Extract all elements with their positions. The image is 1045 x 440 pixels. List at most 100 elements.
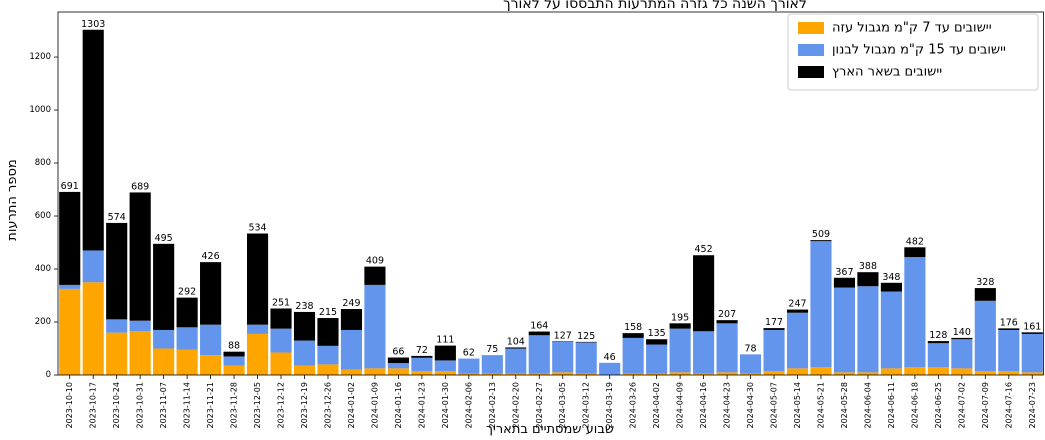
- bar-segment-3: [270, 308, 292, 329]
- bar-segment-2: [833, 287, 856, 373]
- bar-segment-2: [739, 354, 762, 374]
- bar-segment-3: [951, 337, 973, 340]
- x-tick-label: 2023-11-14: [183, 382, 192, 429]
- x-tick-label: 2023-12-05: [253, 382, 262, 429]
- y-tick-label: 600: [35, 211, 51, 221]
- bar-total-label: 72: [416, 345, 428, 356]
- bar-segment-3: [317, 318, 339, 346]
- bar-segment-2: [270, 328, 292, 353]
- bar-total-label: 125: [577, 331, 595, 342]
- bar-segment-1: [833, 372, 856, 375]
- bar-segment-1: [411, 371, 433, 375]
- y-tick-label: 1000: [29, 105, 51, 115]
- y-tick-label: 400: [35, 264, 51, 274]
- bar-segment-2: [387, 363, 409, 369]
- bar-total-label: 292: [178, 287, 196, 298]
- bar-total-label: 46: [604, 352, 616, 363]
- bar-segment-1: [106, 332, 128, 375]
- bar-segment-3: [716, 320, 738, 324]
- x-tick-label: 2023-10-24: [112, 382, 121, 429]
- bar-segment-1: [622, 373, 644, 375]
- bar-segment-1: [1021, 372, 1043, 375]
- bar-segment-1: [153, 348, 175, 375]
- x-tick-label: 2024-06-25: [934, 382, 943, 429]
- x-tick-label: 2024-01-23: [417, 382, 426, 429]
- bar-segment-3: [106, 222, 128, 320]
- x-axis-title: שבוע שמסתיים בתאריך: [486, 422, 614, 436]
- x-tick-label: 2024-01-30: [441, 382, 450, 429]
- bar-segment-2: [646, 344, 668, 374]
- legend-entry-2: יישובים עד 15 ק"מ מגבול לבנון: [832, 43, 1006, 58]
- bar-segment-1: [880, 368, 902, 375]
- bar-segment-1: [59, 288, 81, 375]
- bar-segment-3: [786, 309, 809, 313]
- bar-total-label: 409: [366, 256, 384, 267]
- bar-segment-1: [528, 373, 550, 375]
- x-tick-label: 2024-07-09: [981, 382, 990, 429]
- x-tick-label: 2024-05-28: [840, 382, 849, 429]
- bar-segment-2: [176, 327, 198, 350]
- x-tick-label: 2024-06-04: [863, 382, 872, 429]
- bar-total-label: 195: [671, 312, 689, 323]
- bar-total-label: 104: [507, 336, 525, 347]
- x-tick-label: 2024-01-02: [347, 382, 356, 429]
- bar-total-label: 128: [929, 330, 947, 341]
- bar-segment-1: [246, 333, 269, 375]
- x-tick-label: 2024-01-16: [394, 382, 403, 429]
- bar-total-label: 367: [835, 267, 853, 278]
- bar-total-label: 207: [718, 309, 736, 320]
- bar-segment-2: [59, 284, 81, 289]
- bar-segment-2: [857, 286, 879, 373]
- bar-segment-3: [528, 331, 550, 336]
- legend-entry-1: יישובים עד 7 ק"מ מגבול עזה: [832, 21, 992, 36]
- bar-total-label: 66: [392, 347, 404, 358]
- bar-segment-1: [505, 373, 527, 375]
- bar-segment-1: [129, 331, 151, 375]
- bar-segment-3: [153, 243, 175, 330]
- bar-segment-2: [552, 341, 574, 373]
- bar-total-label: 388: [859, 261, 877, 272]
- x-tick-label: 2023-10-10: [65, 382, 74, 429]
- bar-total-label: 691: [61, 181, 79, 192]
- bar-segment-3: [1021, 332, 1043, 334]
- x-tick-label: 2024-02-27: [535, 382, 544, 429]
- bar-segment-2: [246, 324, 269, 334]
- x-tick-label: 2024-07-02: [957, 382, 966, 429]
- bar-segment-2: [880, 291, 902, 369]
- bar-segment-2: [693, 331, 715, 374]
- bar-total-label: 88: [228, 341, 240, 352]
- bar-segment-3: [200, 262, 222, 325]
- bar-segment-3: [82, 29, 104, 251]
- x-tick-label: 2023-10-17: [89, 382, 98, 429]
- bar-segment-1: [951, 368, 973, 375]
- bar-segment-2: [998, 329, 1020, 372]
- plot-frame: [57, 11, 1044, 376]
- bar-segment-1: [927, 367, 949, 375]
- bar-segment-3: [622, 333, 644, 338]
- bar-segment-1: [763, 371, 785, 375]
- bar-segment-1: [998, 371, 1020, 375]
- bar-segment-1: [82, 282, 104, 375]
- bar-segment-3: [293, 311, 316, 341]
- bar-total-label: 238: [295, 301, 313, 312]
- x-tick-label: 2024-03-05: [558, 382, 567, 429]
- bar-segment-1: [669, 372, 691, 375]
- bar-total-label: 452: [695, 244, 713, 255]
- bar-segment-2: [1021, 333, 1043, 373]
- bar-segment-1: [340, 369, 363, 375]
- bar-segment-2: [340, 329, 363, 370]
- bar-segment-1: [739, 373, 762, 375]
- bar-segment-1: [786, 368, 809, 375]
- x-tick-label: 2023-11-07: [159, 382, 168, 429]
- legend-entry-3: יישובים בשאר הארץ: [832, 65, 942, 80]
- bar-total-label: 426: [202, 251, 220, 262]
- x-tick-label: 2024-01-09: [370, 382, 379, 429]
- bar-segment-2: [458, 358, 480, 374]
- bar-total-label: 482: [906, 236, 924, 247]
- bar-total-label: 127: [554, 330, 572, 341]
- bar-total-label: 140: [953, 327, 971, 338]
- bar-total-label: 135: [648, 328, 666, 339]
- bar-segment-1: [552, 372, 574, 375]
- x-tick-label: 2024-03-12: [582, 382, 591, 429]
